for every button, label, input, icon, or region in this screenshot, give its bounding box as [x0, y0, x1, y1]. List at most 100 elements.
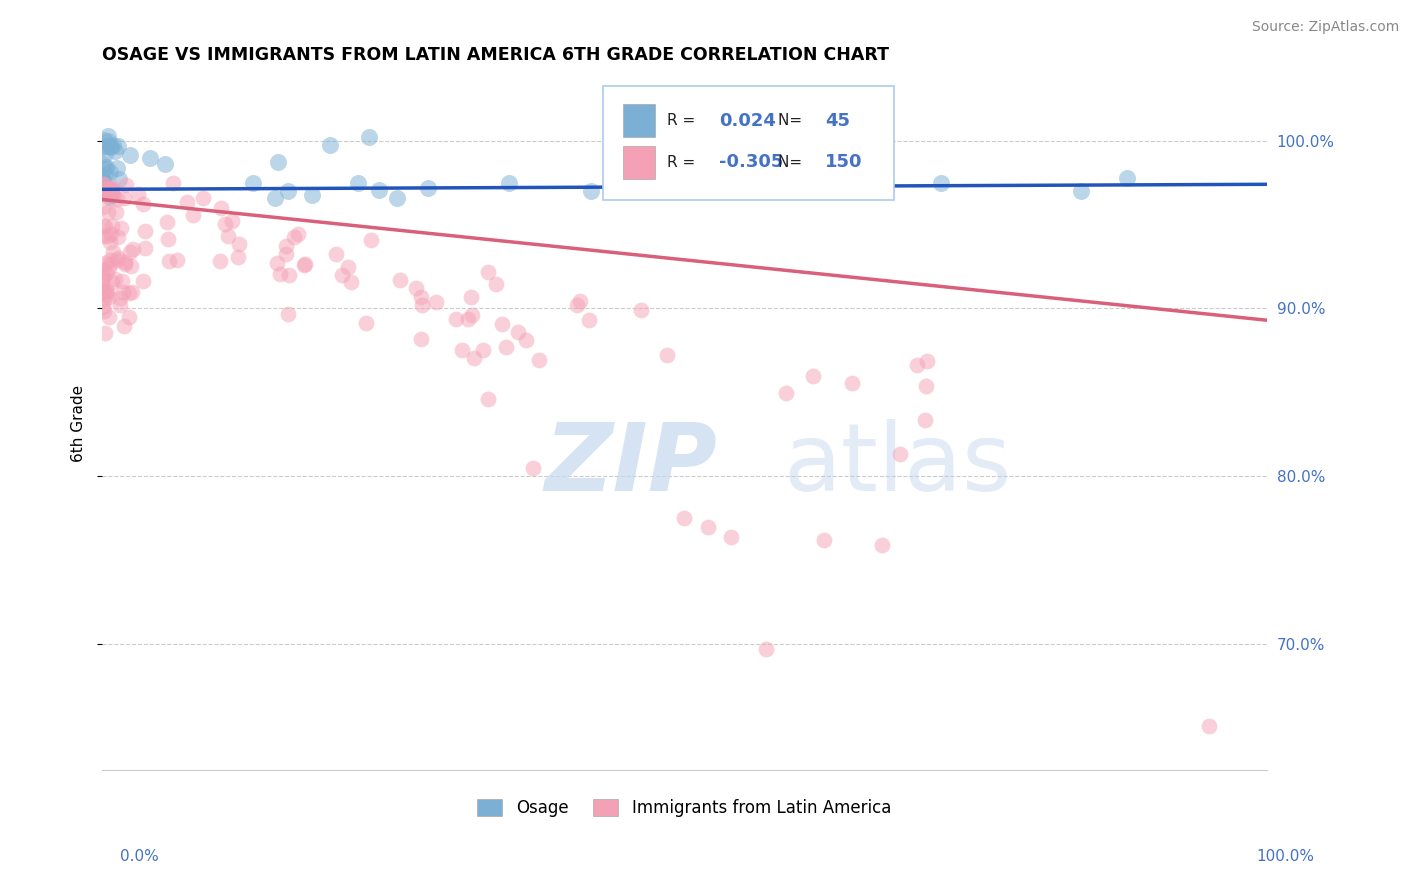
- Point: [425, 295, 447, 310]
- Point: [367, 183, 389, 197]
- Point: [91, 177, 114, 191]
- Point: [527, 353, 550, 368]
- Point: [101, 188, 124, 202]
- Point: [446, 312, 468, 326]
- Point: [156, 214, 179, 228]
- FancyBboxPatch shape: [623, 103, 655, 137]
- Point: [277, 307, 299, 321]
- Point: [477, 392, 499, 407]
- Point: [100, 252, 122, 267]
- Point: [107, 139, 129, 153]
- Point: [91, 269, 114, 284]
- Point: [176, 195, 198, 210]
- Point: [90, 182, 112, 196]
- Point: [96, 181, 118, 195]
- Point: [409, 332, 432, 346]
- Point: [100, 180, 122, 194]
- Point: [100, 181, 122, 195]
- Point: [115, 178, 138, 193]
- Point: [266, 256, 288, 270]
- Point: [132, 197, 155, 211]
- Point: [101, 137, 124, 152]
- Point: [98, 235, 121, 250]
- Point: [1116, 170, 1139, 185]
- Point: [112, 319, 135, 334]
- Text: ZIP: ZIP: [544, 419, 717, 511]
- Point: [801, 176, 824, 190]
- Point: [889, 447, 911, 461]
- Point: [416, 180, 439, 194]
- Point: [98, 138, 121, 153]
- Point: [104, 204, 127, 219]
- Point: [630, 303, 652, 318]
- Point: [91, 273, 114, 287]
- Point: [94, 187, 117, 202]
- Point: [97, 229, 120, 244]
- Point: [841, 376, 863, 391]
- Point: [287, 227, 309, 242]
- Point: [97, 205, 120, 219]
- Point: [157, 254, 180, 268]
- Point: [97, 129, 120, 144]
- Point: [294, 257, 316, 271]
- Point: [91, 200, 114, 214]
- Point: [90, 181, 112, 195]
- Point: [228, 237, 250, 252]
- Point: [98, 257, 121, 271]
- Point: [181, 208, 204, 222]
- Point: [411, 290, 433, 304]
- Point: [107, 251, 129, 265]
- Point: [389, 273, 412, 287]
- Point: [905, 358, 928, 372]
- Point: [110, 221, 132, 235]
- Point: [94, 288, 117, 302]
- Text: Source: ZipAtlas.com: Source: ZipAtlas.com: [1251, 20, 1399, 34]
- Point: [100, 227, 122, 242]
- Point: [385, 191, 408, 205]
- Point: [872, 538, 894, 552]
- Point: [330, 268, 353, 282]
- Point: [578, 313, 600, 327]
- Text: N=: N=: [778, 154, 807, 169]
- Point: [347, 176, 370, 190]
- Point: [929, 176, 952, 190]
- Point: [357, 129, 380, 144]
- Point: [283, 230, 305, 244]
- Point: [118, 310, 141, 325]
- Text: OSAGE VS IMMIGRANTS FROM LATIN AMERICA 6TH GRADE CORRELATION CHART: OSAGE VS IMMIGRANTS FROM LATIN AMERICA 6…: [101, 46, 889, 64]
- Point: [98, 310, 121, 324]
- FancyBboxPatch shape: [623, 145, 655, 178]
- Text: 0.0%: 0.0%: [120, 849, 159, 864]
- Point: [104, 272, 127, 286]
- Point: [91, 174, 114, 188]
- Point: [269, 267, 291, 281]
- Text: R =: R =: [666, 154, 700, 169]
- Point: [157, 232, 180, 246]
- Point: [775, 386, 797, 401]
- Point: [93, 157, 115, 171]
- Point: [463, 351, 485, 365]
- Point: [93, 304, 115, 318]
- Point: [127, 187, 149, 202]
- Point: [522, 461, 544, 475]
- Point: [495, 340, 517, 354]
- Point: [121, 243, 143, 257]
- Point: [91, 229, 114, 244]
- Point: [105, 161, 128, 176]
- Point: [673, 511, 696, 525]
- Point: [292, 258, 315, 272]
- Point: [461, 308, 484, 322]
- Point: [340, 275, 363, 289]
- Point: [94, 147, 117, 161]
- Point: [104, 145, 127, 159]
- Point: [132, 274, 155, 288]
- Point: [166, 253, 188, 268]
- Point: [100, 187, 122, 202]
- Point: [720, 530, 742, 544]
- Point: [98, 189, 121, 203]
- Point: [457, 311, 479, 326]
- Point: [242, 176, 264, 190]
- Point: [100, 275, 122, 289]
- Point: [673, 176, 696, 190]
- Legend: Osage, Immigrants from Latin America: Osage, Immigrants from Latin America: [471, 793, 898, 824]
